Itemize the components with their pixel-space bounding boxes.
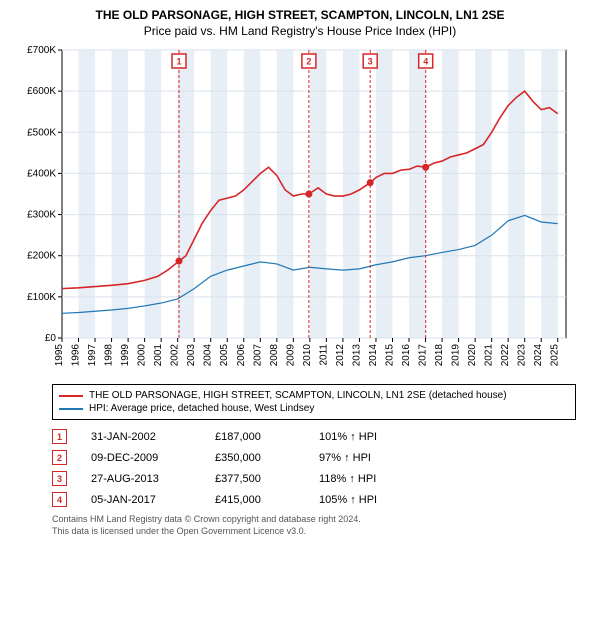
sale-marker-number: 3 [52,471,67,486]
footnote: Contains HM Land Registry data © Crown c… [52,514,576,537]
svg-text:2019: 2019 [451,344,462,367]
sales-row: 2 09-DEC-2009 £350,000 97% ↑ HPI [52,447,576,468]
svg-text:4: 4 [423,57,428,67]
svg-text:£700K: £700K [27,45,56,56]
sale-date: 09-DEC-2009 [91,452,191,464]
svg-text:1998: 1998 [104,344,115,367]
title-block: THE OLD PARSONAGE, HIGH STREET, SCAMPTON… [10,8,590,38]
svg-text:2009: 2009 [285,344,296,367]
chart-container: THE OLD PARSONAGE, HIGH STREET, SCAMPTON… [0,0,600,543]
sales-row: 3 27-AUG-2013 £377,500 118% ↑ HPI [52,468,576,489]
legend-item: THE OLD PARSONAGE, HIGH STREET, SCAMPTON… [59,389,569,402]
svg-text:£200K: £200K [27,251,56,262]
sale-marker-number: 1 [52,429,67,444]
svg-text:3: 3 [368,57,373,67]
legend-label: THE OLD PARSONAGE, HIGH STREET, SCAMPTON… [89,390,507,401]
chart-title-line2: Price paid vs. HM Land Registry's House … [10,24,590,38]
svg-text:2010: 2010 [302,344,313,367]
sale-price: £187,000 [215,431,295,443]
svg-text:1995: 1995 [54,344,65,367]
svg-text:1996: 1996 [71,344,82,367]
svg-text:1: 1 [176,57,181,67]
svg-text:£400K: £400K [27,168,56,179]
svg-text:2014: 2014 [368,344,379,367]
sale-hpi-pct: 97% ↑ HPI [319,452,419,464]
svg-text:£300K: £300K [27,210,56,221]
footnote-line1: Contains HM Land Registry data © Crown c… [52,514,576,526]
svg-text:£600K: £600K [27,86,56,97]
sale-price: £377,500 [215,473,295,485]
svg-text:2021: 2021 [484,344,495,367]
svg-text:2012: 2012 [335,344,346,367]
sale-date: 05-JAN-2017 [91,494,191,506]
sale-hpi-pct: 118% ↑ HPI [319,473,419,485]
sales-row: 1 31-JAN-2002 £187,000 101% ↑ HPI [52,426,576,447]
svg-text:2: 2 [306,57,311,67]
sale-price: £350,000 [215,452,295,464]
legend-item: HPI: Average price, detached house, West… [59,402,569,415]
svg-text:2018: 2018 [434,344,445,367]
sale-price: £415,000 [215,494,295,506]
svg-text:2007: 2007 [252,344,263,367]
svg-text:£0: £0 [45,333,57,344]
chart-title-line1: THE OLD PARSONAGE, HIGH STREET, SCAMPTON… [10,8,590,22]
svg-text:2005: 2005 [219,344,230,367]
svg-text:2002: 2002 [170,344,181,367]
svg-text:2006: 2006 [236,344,247,367]
svg-text:2020: 2020 [467,344,478,367]
plot-area: £0 £100K £200K £300K £400K £500K £600K £700K 199… [20,44,580,374]
svg-text:2022: 2022 [500,344,511,367]
sales-table: 1 31-JAN-2002 £187,000 101% ↑ HPI 2 09-DEC-20… [52,426,576,510]
svg-text:£500K: £500K [27,127,56,138]
legend-label: HPI: Average price, detached house, West… [89,403,314,414]
svg-text:1997: 1997 [87,344,98,367]
legend: THE OLD PARSONAGE, HIGH STREET, SCAMPTON… [52,384,576,420]
legend-swatch [59,395,83,397]
sale-date: 27-AUG-2013 [91,473,191,485]
svg-text:£100K: £100K [27,292,56,303]
sale-date: 31-JAN-2002 [91,431,191,443]
svg-text:2013: 2013 [351,344,362,367]
legend-swatch [59,408,83,410]
sales-row: 4 05-JAN-2017 £415,000 105% ↑ HPI [52,489,576,510]
svg-text:2023: 2023 [517,344,528,367]
sale-marker-number: 4 [52,492,67,507]
sale-hpi-pct: 101% ↑ HPI [319,431,419,443]
footnote-line2: This data is licensed under the Open Gov… [52,526,576,538]
svg-text:1999: 1999 [120,344,131,367]
sale-marker-number: 2 [52,450,67,465]
svg-text:2011: 2011 [318,344,329,366]
svg-text:2025: 2025 [550,344,561,367]
svg-text:2004: 2004 [203,344,214,367]
svg-text:2017: 2017 [418,344,429,367]
svg-text:2008: 2008 [269,344,280,367]
svg-text:2024: 2024 [533,344,544,367]
sale-hpi-pct: 105% ↑ HPI [319,494,419,506]
chart-svg: £0 £100K £200K £300K £400K £500K £600K £700K 199… [20,44,580,374]
svg-text:2000: 2000 [137,344,148,367]
svg-text:2001: 2001 [153,344,164,367]
svg-text:2015: 2015 [384,344,395,367]
svg-text:2003: 2003 [186,344,197,367]
svg-text:2016: 2016 [401,344,412,367]
